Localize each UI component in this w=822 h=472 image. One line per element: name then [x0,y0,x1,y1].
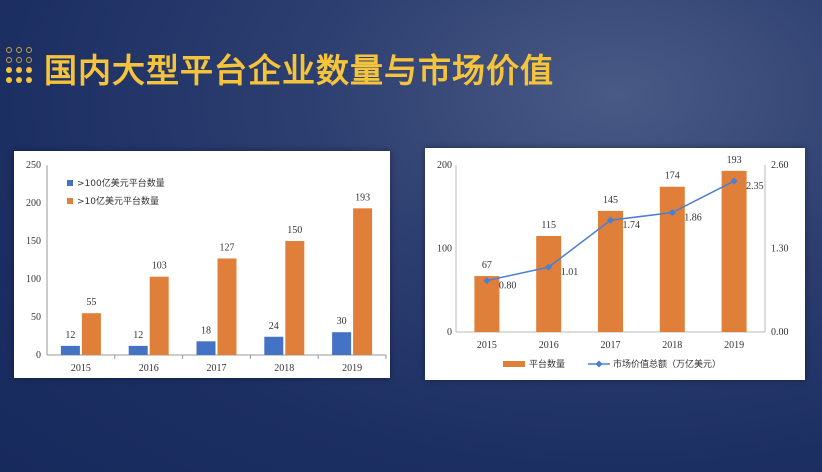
data-label: 115 [541,220,556,231]
y-tick-label: 250 [26,160,41,171]
data-label: 103 [152,261,167,272]
bar-10b [149,276,169,355]
bar-10b [81,313,101,355]
bar-platform-count [598,210,623,332]
data-label: 24 [269,321,279,332]
line-data-label: 2.35 [746,181,764,192]
bar-platform-count [536,235,562,332]
bar-100b [128,345,148,355]
line-point [545,263,553,271]
legend-label: >10亿美元平台数量 [77,195,159,207]
y-tick-label: 100 [26,274,41,285]
bar-10b [217,258,237,355]
data-label: 67 [482,260,492,271]
legend-label: 市场价值总额（万亿美元） [613,358,721,370]
chart-right-panel: 0 100 200 0.00 1.30 2.60 2015 67 2016 115 2017 145 2… [425,148,805,380]
x-tick-label: 2016 [139,363,159,374]
chart-left-panel: 0 50 100 150 200 250 2015 12 55 2016 12 103 2017 18 12… [14,151,390,378]
x-tick-label: 2019 [342,363,362,374]
y-tick-label: 0 [447,327,452,338]
y-tick-label: 200 [26,198,41,209]
legend-swatch [503,361,525,367]
x-tick-label: 2016 [539,340,559,351]
bar-platform-count [721,170,747,332]
y-tick-label: 100 [437,244,452,255]
y2-tick-label: 1.30 [771,244,789,255]
legend-label: 平台数量 [529,358,565,370]
bar-100b [60,345,80,355]
line-data-label: 0.80 [499,281,517,292]
y-tick-label: 0 [36,350,41,361]
page-title: 国内大型平台企业数量与市场价值 [44,51,554,90]
line-data-label: 1.86 [684,213,702,224]
data-label: 127 [220,242,235,253]
data-label: 174 [665,171,680,182]
x-tick-label: 2017 [601,340,621,351]
bar-100b [332,332,352,355]
chart-platform-value: 0 100 200 0.00 1.30 2.60 2015 67 2016 115 2017 145 2… [437,155,789,370]
x-tick-label: 2018 [662,340,682,351]
data-label: 55 [86,297,96,308]
y2-tick-label: 0.00 [771,327,789,338]
chart-platform-count: 0 50 100 150 200 250 2015 12 55 2016 12 103 2017 18 12… [26,160,387,374]
x-tick-label: 2018 [274,363,294,374]
x-tick-label: 2017 [207,363,227,374]
legend-marker [595,360,603,368]
dot-grid-icon [6,47,32,83]
line-point [483,277,491,285]
bar-100b [196,341,216,355]
data-label: 193 [727,155,742,166]
legend-label: >100亿美元平台数量 [77,177,165,189]
y-tick-label: 50 [31,312,41,323]
x-tick-label: 2015 [71,363,91,374]
x-tick-label: 2019 [724,340,744,351]
y-tick-label: 150 [26,236,41,247]
bar-10b [285,241,305,355]
bar-platform-count [474,276,500,332]
data-label: 12 [65,330,75,341]
data-label: 18 [201,325,211,336]
legend-swatch [67,198,73,204]
legend-swatch [67,180,73,186]
bar-10b [353,208,373,355]
data-label: 145 [603,195,618,206]
line-data-label: 1.74 [623,220,641,231]
data-label: 30 [337,316,347,327]
data-label: 193 [355,192,370,203]
bar-100b [264,336,284,355]
line-data-label: 1.01 [561,267,579,278]
data-label: 150 [287,225,302,236]
y2-tick-label: 2.60 [771,160,789,171]
x-tick-label: 2015 [477,340,497,351]
data-label: 12 [133,330,143,341]
line-point [606,216,615,224]
y-tick-label: 200 [437,160,452,171]
